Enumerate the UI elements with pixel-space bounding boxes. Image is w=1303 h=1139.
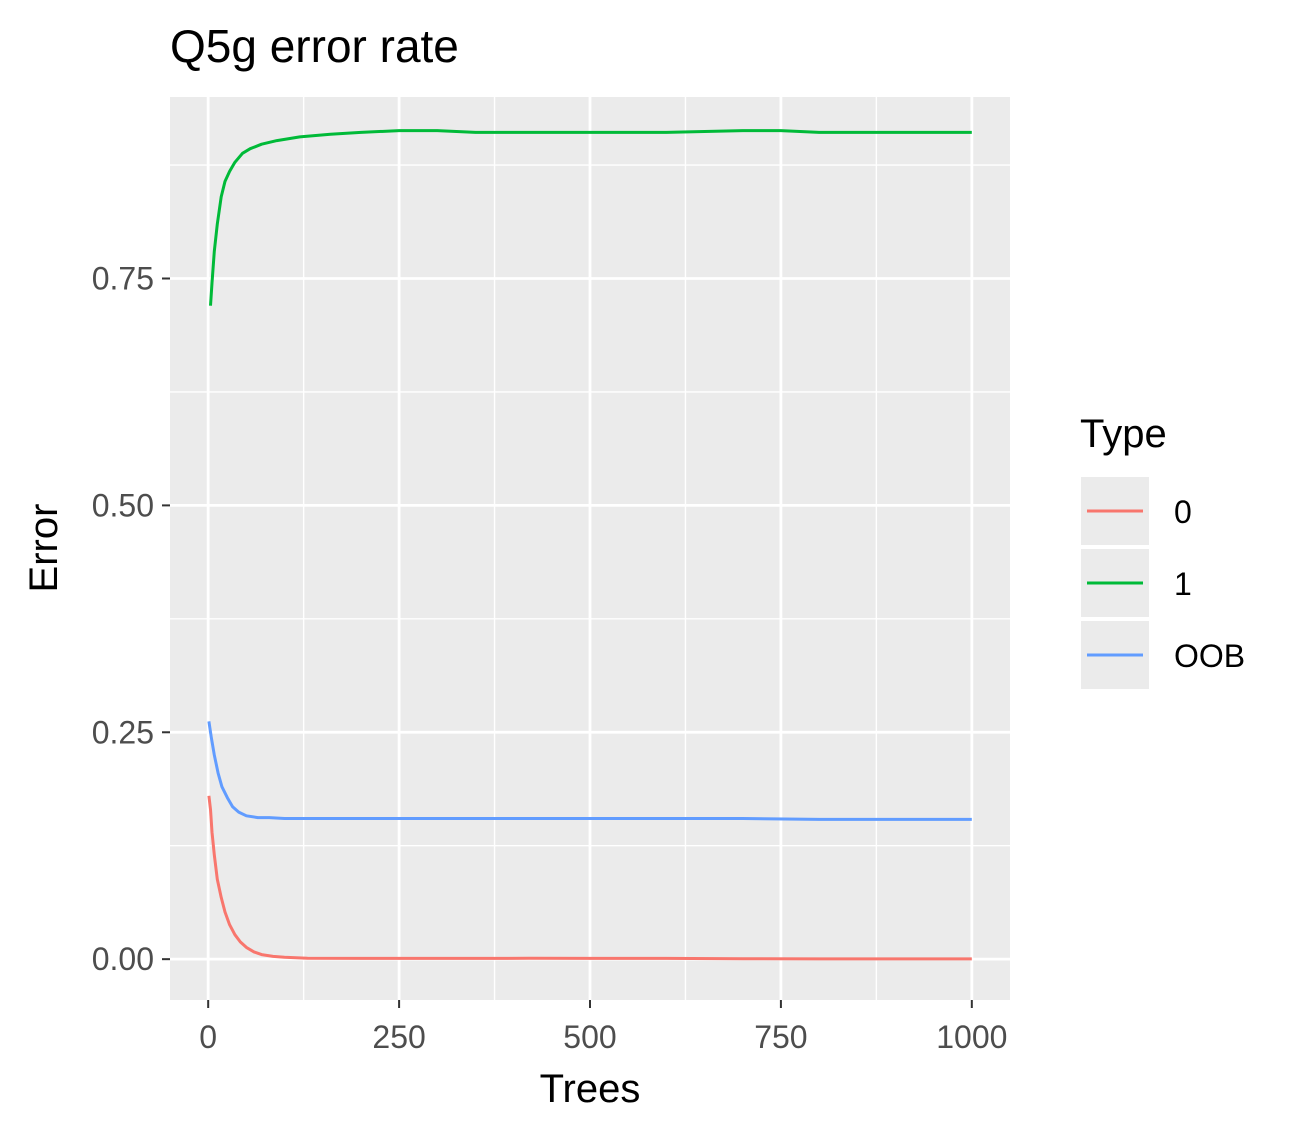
x-tick-label: 0 (199, 1019, 217, 1055)
chart-title: Q5g error rate (170, 20, 459, 72)
series-line-oob (207, 721, 972, 821)
axis-layer: 0 250 500 750 1000 0.00 0.25 0.50 0.75 (92, 261, 1008, 1055)
series-line-1 (209, 129, 972, 306)
series-line-0 (207, 795, 972, 961)
legend-label: 1 (1174, 566, 1192, 602)
x-axis-title: Trees (540, 1067, 641, 1111)
x-tick-label: 250 (372, 1019, 425, 1055)
y-tick-label: 0.75 (92, 261, 154, 297)
legend-title: Type (1080, 412, 1167, 456)
legend-label: 0 (1174, 494, 1192, 530)
y-tick-label: 0.25 (92, 714, 154, 750)
series-layer (207, 129, 972, 961)
x-tick-label: 500 (563, 1019, 616, 1055)
x-tick-label: 1000 (936, 1019, 1007, 1055)
y-tick-label: 0.00 (92, 941, 154, 977)
legend-label: OOB (1174, 638, 1245, 674)
x-tick-label: 750 (754, 1019, 807, 1055)
y-tick-label: 0.50 (92, 487, 154, 523)
legend: Type 0 1 OOB (1080, 412, 1245, 689)
y-axis-title: Error (22, 504, 66, 593)
